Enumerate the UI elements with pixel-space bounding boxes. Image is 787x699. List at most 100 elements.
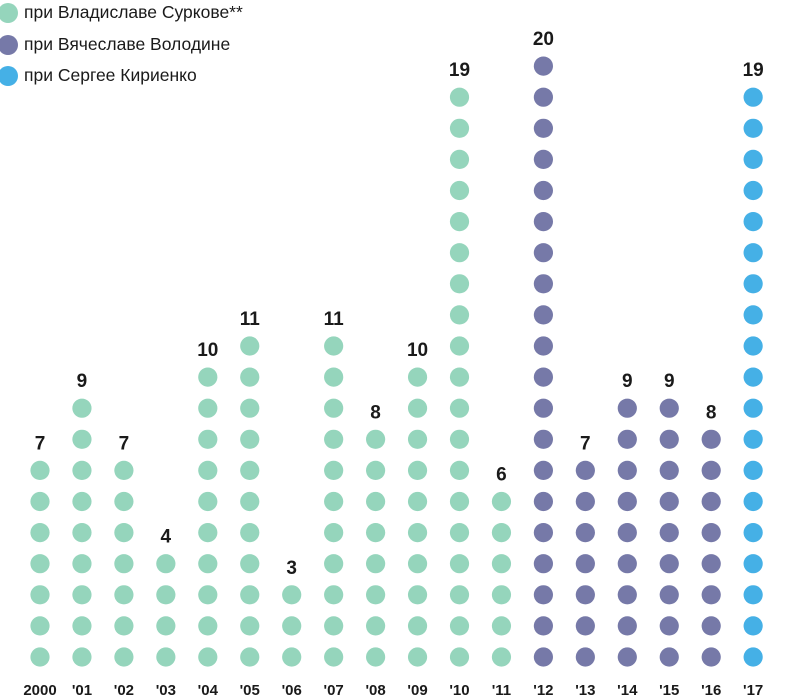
data-dot (533, 616, 554, 636)
data-dot (449, 585, 470, 605)
data-dot (240, 647, 260, 667)
data-dot (701, 554, 721, 574)
data-dot (449, 616, 470, 636)
data-dot (240, 616, 260, 636)
data-dot (72, 647, 92, 667)
data-dot (533, 367, 554, 387)
data-dot (114, 460, 134, 480)
category-label: '10 (449, 682, 469, 699)
data-dot (575, 616, 595, 636)
data-dot (114, 491, 134, 512)
data-dot (659, 491, 679, 512)
value-label: 8 (706, 402, 717, 423)
category-label: '07 (324, 682, 344, 699)
data-dot (617, 554, 637, 574)
data-dot (407, 491, 428, 512)
value-label: 19 (449, 60, 470, 81)
data-dot (533, 398, 554, 418)
data-dot (407, 367, 428, 387)
category-label: '08 (365, 682, 385, 699)
data-dot (114, 616, 134, 636)
data-dot (449, 460, 470, 480)
data-dot (366, 523, 386, 543)
data-dot (407, 460, 428, 480)
data-dot (407, 554, 428, 574)
data-dot (240, 523, 260, 543)
data-dot (617, 585, 637, 605)
data-dot (240, 491, 260, 512)
data-dot (30, 491, 50, 512)
data-dot (198, 398, 218, 418)
data-dot (533, 585, 554, 605)
data-dot (30, 647, 50, 667)
data-dot (449, 180, 470, 201)
data-dot (72, 585, 92, 605)
data-dot (407, 429, 428, 449)
data-dot (659, 616, 679, 636)
data-dot (575, 554, 595, 574)
data-dot (30, 460, 50, 480)
data-dot (366, 429, 386, 449)
data-dot (659, 554, 679, 574)
dot-column (407, 367, 428, 667)
data-dot (575, 491, 595, 512)
data-dot (324, 460, 344, 480)
data-dot (366, 647, 386, 667)
data-dot (743, 523, 763, 543)
data-dot (575, 585, 595, 605)
dot-column (72, 398, 92, 667)
data-dot (575, 647, 595, 667)
data-dot (659, 429, 679, 449)
category-label: '05 (240, 682, 260, 699)
dot-column (240, 336, 260, 667)
value-label: 20 (533, 29, 554, 50)
category-label: '14 (617, 682, 638, 699)
data-dot (198, 554, 218, 574)
category-label: '15 (659, 682, 679, 699)
data-dot (701, 585, 721, 605)
data-dot (324, 647, 344, 667)
data-dot (491, 491, 512, 512)
data-dot (743, 87, 763, 107)
dot-column (30, 460, 50, 667)
data-dot (30, 616, 50, 636)
dot-column (659, 398, 679, 667)
data-dot (533, 180, 554, 201)
legend-item-surkov: при Владиславе Суркове** (0, 2, 243, 23)
data-dot (533, 647, 554, 667)
data-dot (449, 305, 470, 325)
data-dot (701, 616, 721, 636)
value-label: 9 (622, 371, 633, 392)
data-dot (575, 460, 595, 480)
data-dot (72, 429, 92, 449)
data-dot (491, 585, 512, 605)
legend-swatch-volodin (0, 34, 18, 55)
data-dot (449, 149, 470, 169)
data-dot (617, 647, 637, 667)
data-dot (114, 523, 134, 543)
data-dot (491, 554, 512, 574)
data-dot (366, 554, 386, 574)
dot-column (366, 429, 386, 667)
data-dot (617, 491, 637, 512)
data-dot (617, 398, 637, 418)
data-dot (449, 647, 470, 667)
dot-column (156, 554, 176, 667)
dot-column (575, 460, 595, 667)
value-label: 7 (35, 433, 46, 454)
data-dot (701, 460, 721, 480)
data-dot (198, 367, 218, 387)
data-dot (366, 616, 386, 636)
dot-column (701, 429, 721, 667)
data-dot (407, 616, 428, 636)
data-dot (240, 429, 260, 449)
data-dot (743, 647, 763, 667)
category-label: '06 (282, 682, 302, 699)
data-dot (449, 336, 470, 356)
dot-column (617, 398, 637, 667)
value-label: 11 (324, 309, 345, 330)
dot-column (324, 336, 344, 667)
data-dot (72, 616, 92, 636)
value-label: 10 (197, 340, 218, 361)
data-dot (324, 491, 344, 512)
